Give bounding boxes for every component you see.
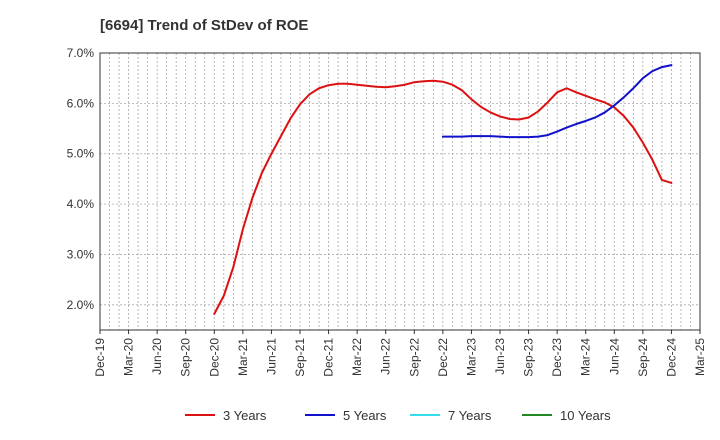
x-tick-label: Dec-19 — [93, 338, 107, 377]
x-tick-label: Jun-21 — [264, 338, 278, 375]
x-tick-label: Dec-20 — [207, 338, 221, 377]
x-tick-label: Dec-23 — [550, 338, 564, 377]
x-tick-label: Sep-21 — [293, 338, 307, 377]
x-tick-label: Mar-20 — [122, 338, 136, 376]
x-tick-label: Jun-22 — [379, 338, 393, 375]
grid-layer — [100, 52, 700, 330]
legend-label-10-years: 10 Years — [560, 408, 611, 423]
y-tick-label: 7.0% — [67, 46, 95, 60]
y-tick-label: 3.0% — [67, 247, 95, 261]
y-tick-label: 6.0% — [67, 96, 95, 110]
x-tick-label: Sep-20 — [179, 338, 193, 377]
x-tick-label: Jun-24 — [607, 338, 621, 375]
y-tick-label: 5.0% — [67, 147, 95, 161]
series-line-5-years — [441, 64, 673, 139]
x-tick-label: Dec-21 — [322, 338, 336, 377]
legend: 3 Years 5 Years 7 Years 10 Years — [185, 408, 611, 423]
legend-label-5-years: 5 Years — [343, 408, 387, 423]
x-tick-label: Dec-24 — [664, 338, 678, 377]
series-layer — [213, 64, 673, 315]
y-tick-label: 4.0% — [67, 197, 95, 211]
x-tick-label: Dec-22 — [436, 338, 450, 377]
x-tick-label: Sep-22 — [407, 338, 421, 377]
x-tick-label: Sep-24 — [636, 338, 650, 377]
series-line-3-years — [213, 79, 673, 315]
x-tick-label: Jun-23 — [493, 338, 507, 375]
x-tick-label: Mar-24 — [579, 338, 593, 376]
x-tick-label: Mar-25 — [693, 338, 707, 376]
x-tick-label: Mar-21 — [236, 338, 250, 376]
x-tick-label: Mar-23 — [464, 338, 478, 376]
x-tick-label: Mar-22 — [350, 338, 364, 376]
x-tick-label: Jun-20 — [150, 338, 164, 375]
y-tick-label: 2.0% — [67, 298, 95, 312]
legend-label-7-years: 7 Years — [448, 408, 492, 423]
chart-title: [6694] Trend of StDev of ROE — [100, 17, 308, 34]
axis-layer: 2.0% 3.0% 4.0% 5.0% 6.0% 7.0% Dec-19 Mar-20 Jun-… — [67, 46, 707, 377]
plot-frame — [99, 52, 701, 331]
x-tick-label: Sep-23 — [522, 338, 536, 377]
legend-label-3-years: 3 Years — [223, 408, 267, 423]
